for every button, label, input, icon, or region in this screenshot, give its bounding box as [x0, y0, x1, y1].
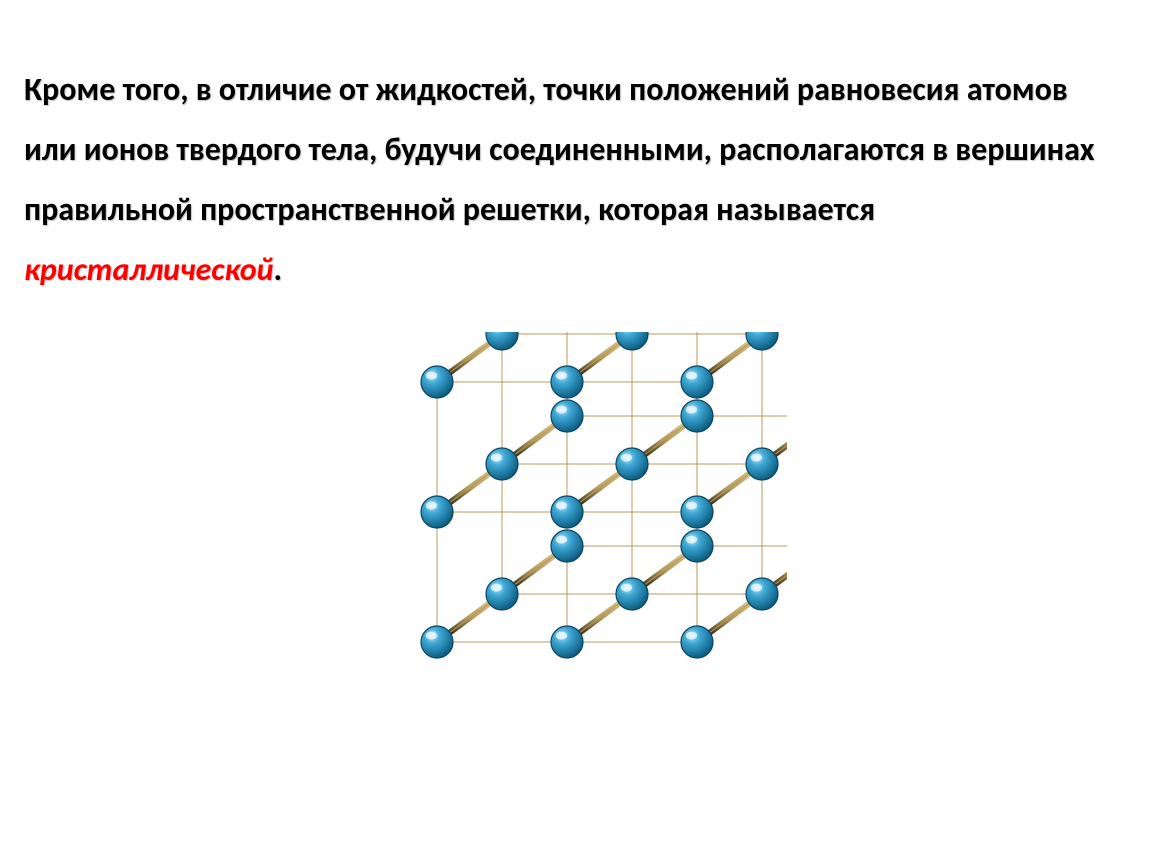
lattice-atom — [551, 496, 583, 528]
lattice-atom — [421, 366, 453, 398]
body-paragraph: Кроме того, в отличие от жидкостей, точк… — [24, 60, 1110, 300]
lattice-atom — [551, 626, 583, 658]
lattice-atom — [551, 530, 583, 562]
lattice-atom — [421, 626, 453, 658]
lattice-atom — [681, 496, 713, 528]
lattice-atom — [746, 578, 778, 610]
lattice-atom — [681, 626, 713, 658]
lattice-atom — [681, 366, 713, 398]
lattice-atom — [486, 578, 518, 610]
paragraph-pre-text: Кроме того, в отличие от жидкостей, точк… — [24, 70, 1094, 229]
paragraph-post-text: . — [273, 250, 282, 289]
lattice-atom — [681, 400, 713, 432]
lattice-container — [24, 332, 1110, 722]
paragraph-highlight: кристаллической — [24, 250, 273, 289]
crystal-lattice-diagram — [347, 332, 787, 722]
lattice-atom — [486, 332, 518, 350]
lattice-atom — [746, 448, 778, 480]
lattice-atom — [616, 448, 648, 480]
lattice-atom — [551, 400, 583, 432]
lattice-atom — [681, 530, 713, 562]
lattice-atom — [746, 332, 778, 350]
lattice-atom — [421, 496, 453, 528]
lattice-atom — [551, 366, 583, 398]
lattice-atom — [616, 332, 648, 350]
slide: Кроме того, в отличие от жидкостей, точк… — [0, 0, 1150, 864]
lattice-atom — [486, 448, 518, 480]
lattice-atom — [616, 578, 648, 610]
